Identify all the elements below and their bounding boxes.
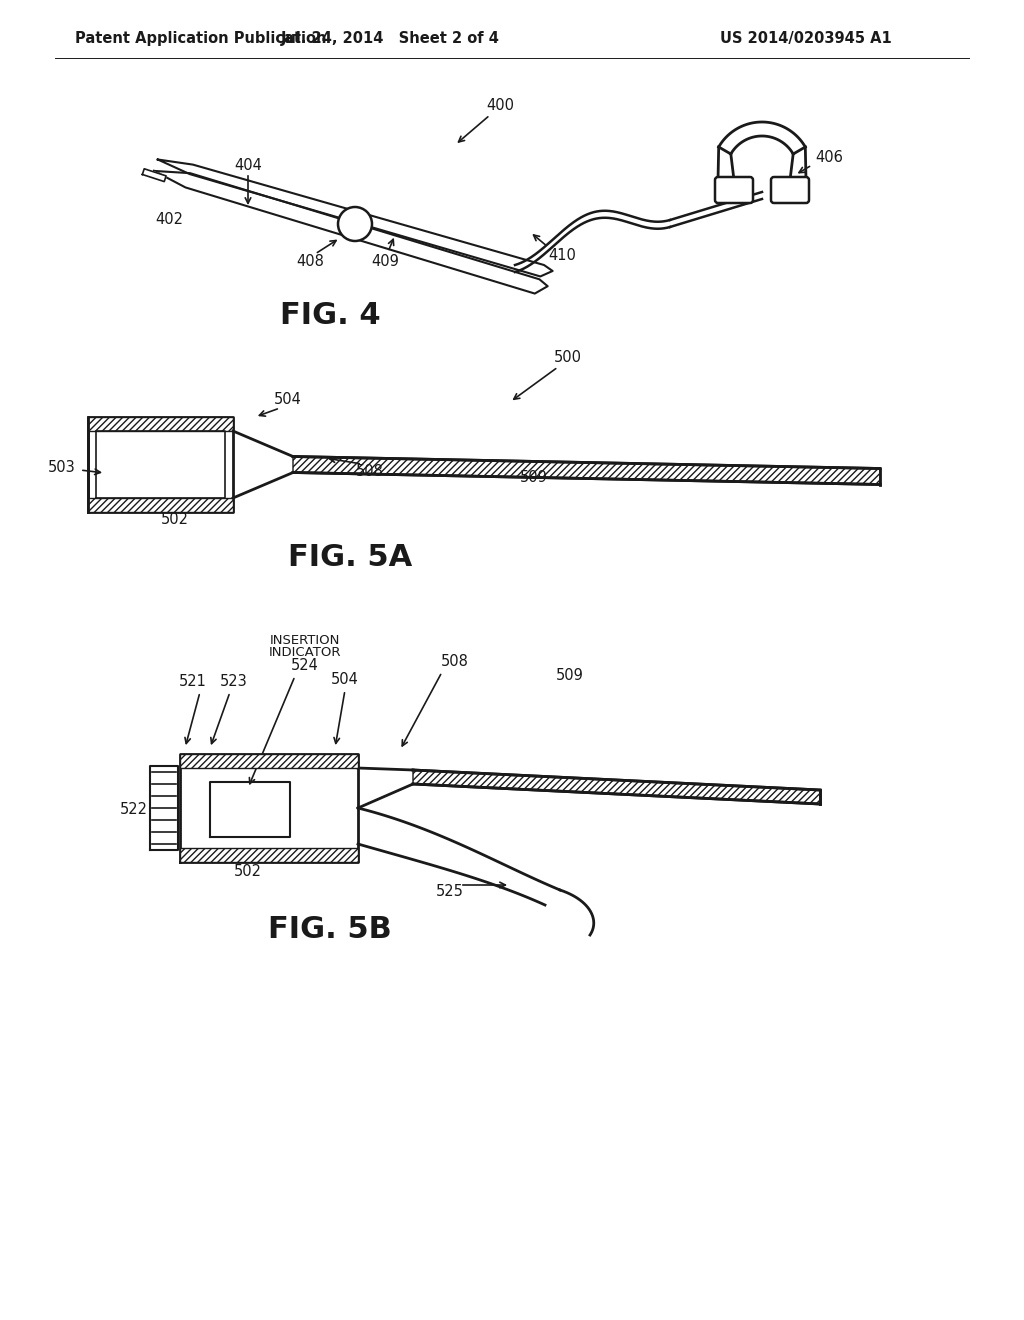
Text: 406: 406 <box>815 150 843 165</box>
Bar <box>88 498 233 512</box>
Text: 524: 524 <box>291 659 318 673</box>
Text: 508: 508 <box>356 465 384 479</box>
FancyBboxPatch shape <box>771 177 809 203</box>
Text: 400: 400 <box>486 98 514 112</box>
Polygon shape <box>293 457 880 484</box>
Polygon shape <box>154 170 548 293</box>
Text: 523: 523 <box>220 675 248 689</box>
Bar <box>180 847 358 862</box>
Polygon shape <box>142 169 166 182</box>
Text: Patent Application Publication: Patent Application Publication <box>75 30 327 45</box>
Text: FIG. 5A: FIG. 5A <box>288 543 412 572</box>
Text: 522: 522 <box>120 803 148 817</box>
Text: 409: 409 <box>371 255 399 269</box>
Circle shape <box>338 207 372 242</box>
Text: 410: 410 <box>548 248 575 263</box>
Text: FIG. 4: FIG. 4 <box>280 301 380 330</box>
Text: 404: 404 <box>234 157 262 173</box>
Text: INDICATOR: INDICATOR <box>268 645 341 659</box>
Text: 521: 521 <box>179 675 207 689</box>
Text: 502: 502 <box>234 865 262 879</box>
Polygon shape <box>413 770 820 804</box>
Text: 509: 509 <box>556 668 584 682</box>
Text: 508: 508 <box>441 655 469 669</box>
Text: 504: 504 <box>331 672 359 688</box>
Polygon shape <box>293 457 880 484</box>
Text: 503: 503 <box>48 459 76 474</box>
Bar <box>180 754 358 768</box>
Text: 500: 500 <box>554 350 582 364</box>
Text: 402: 402 <box>155 213 183 227</box>
Text: FIG. 5B: FIG. 5B <box>268 916 392 945</box>
Text: US 2014/0203945 A1: US 2014/0203945 A1 <box>720 30 892 45</box>
FancyBboxPatch shape <box>715 177 753 203</box>
Text: 502: 502 <box>161 512 189 528</box>
Bar <box>88 417 233 432</box>
Text: 408: 408 <box>296 255 324 269</box>
Polygon shape <box>158 160 553 276</box>
Text: INSERTION: INSERTION <box>269 634 340 647</box>
Text: 504: 504 <box>274 392 302 408</box>
Text: 525: 525 <box>436 884 464 899</box>
Text: 509: 509 <box>520 470 548 486</box>
Text: Jul. 24, 2014   Sheet 2 of 4: Jul. 24, 2014 Sheet 2 of 4 <box>281 30 500 45</box>
